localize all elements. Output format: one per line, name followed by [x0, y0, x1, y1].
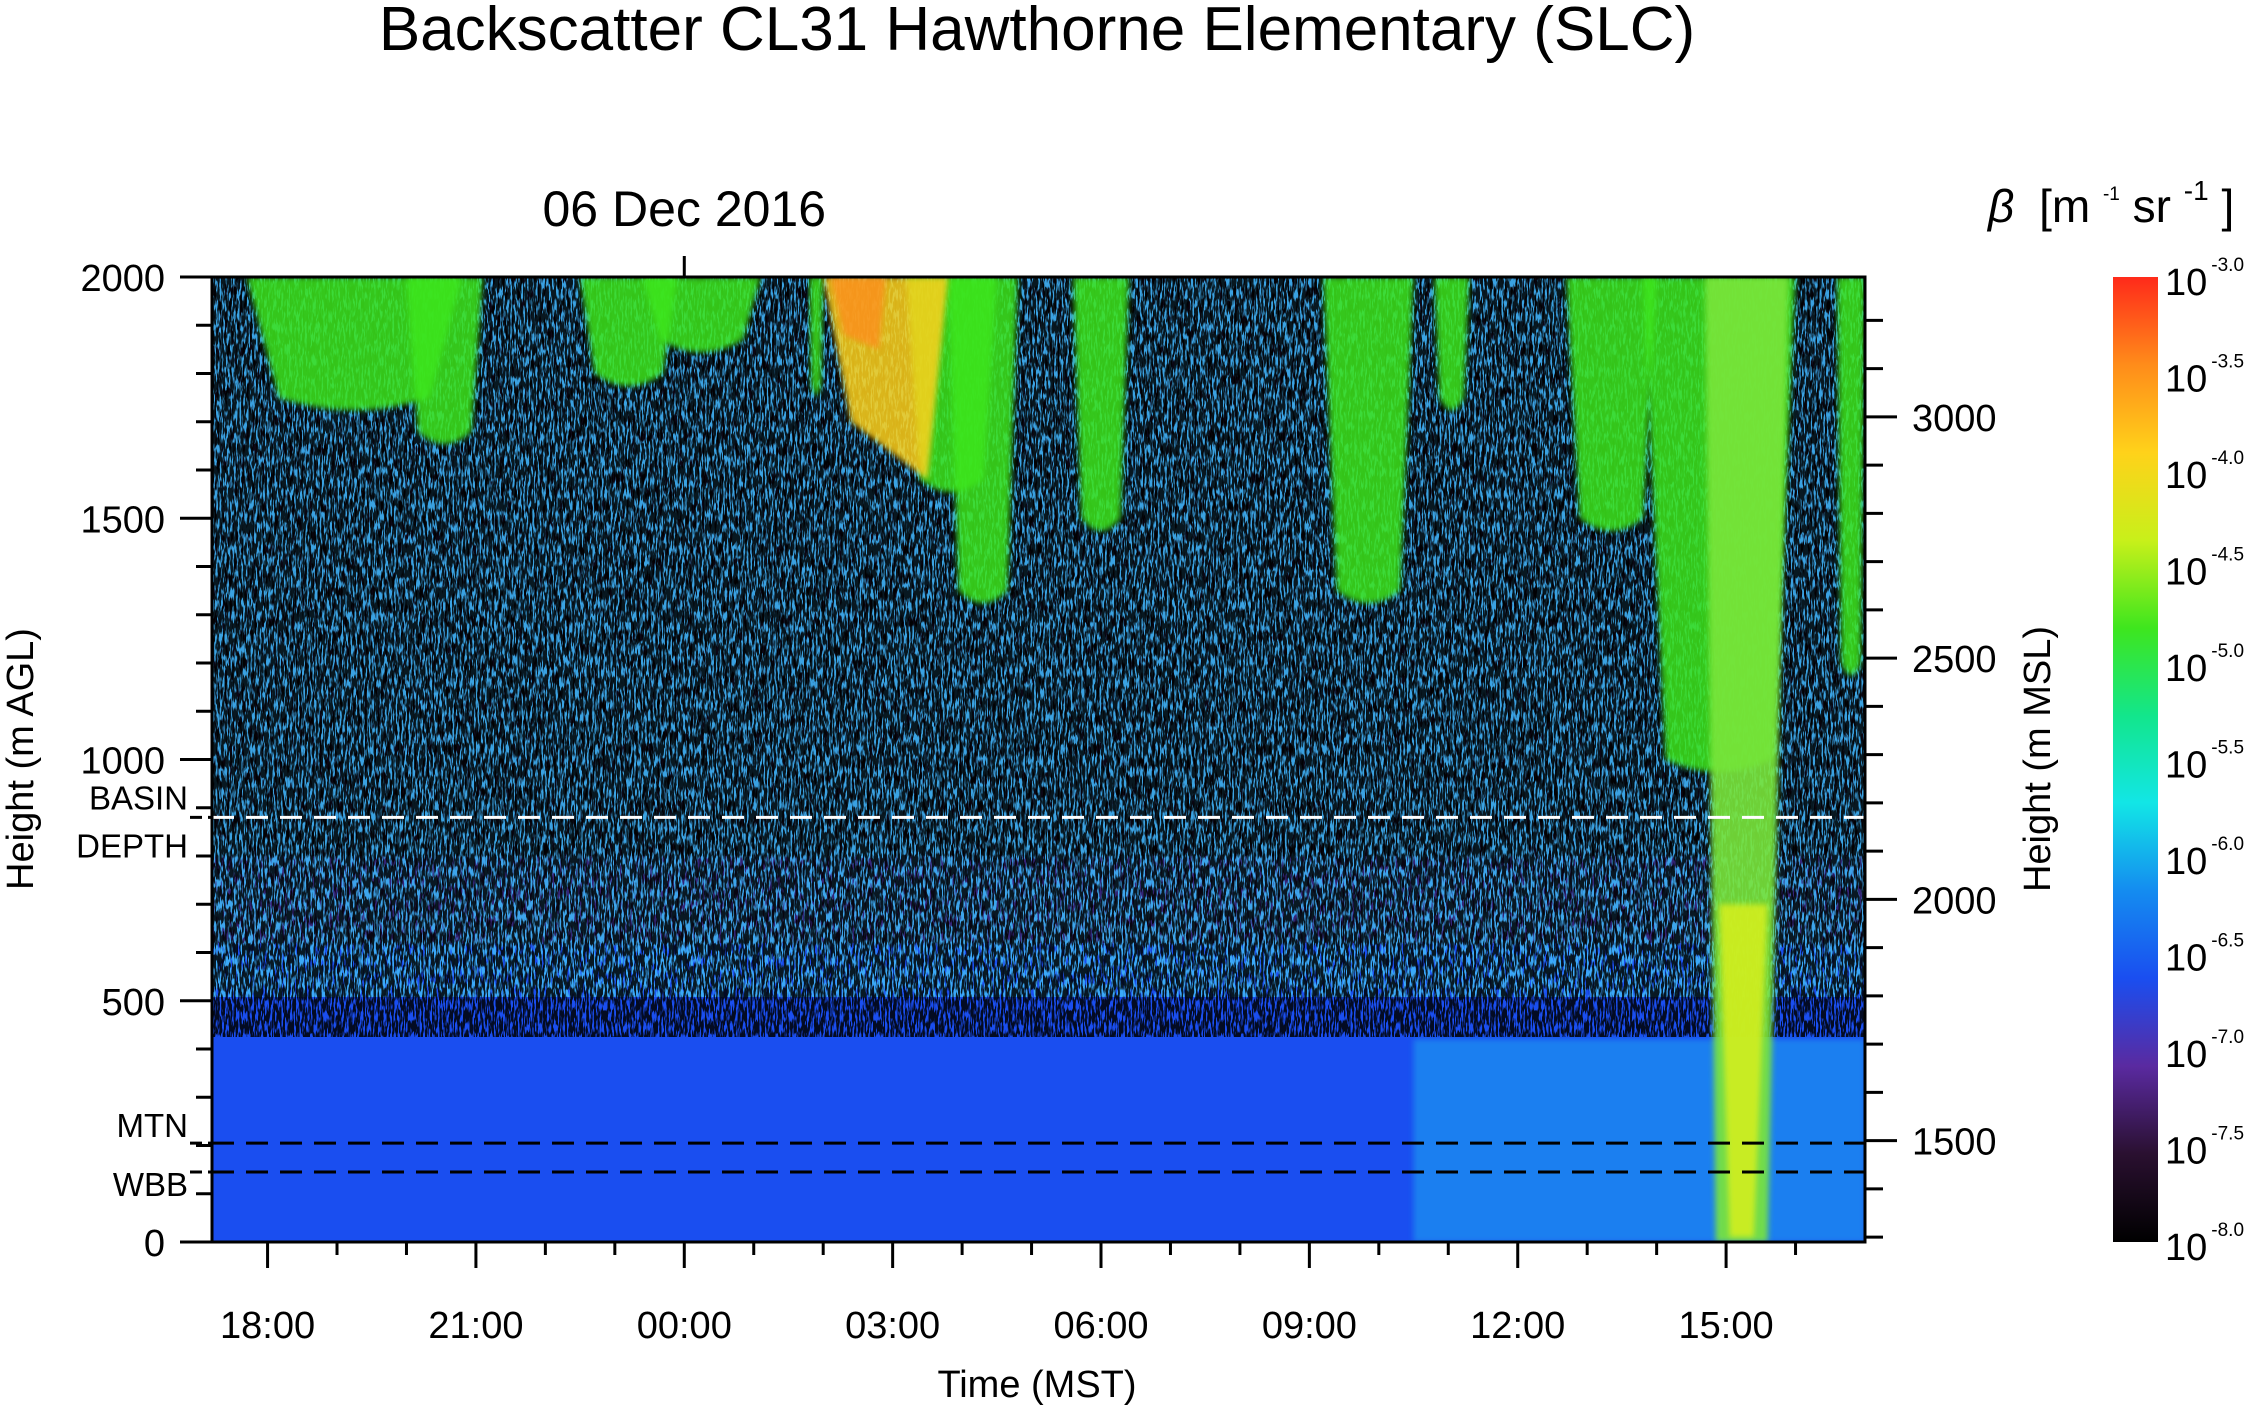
colorbar-base: 10	[2165, 938, 2207, 980]
y2-axis-title: Height (m MSL)	[2017, 626, 2059, 892]
colorbar: β [m -1 sr -1 ] 10 -3.010 -3.510 -4.010 -4.5…	[1986, 158, 2244, 1269]
cloud-plume	[1566, 277, 1657, 531]
chart-title: Backscatter CL31 Hawthorne Elementary (S…	[379, 0, 1695, 64]
reference-line-label: BASIN	[89, 779, 188, 816]
colorbar-exponent: -7.5	[2211, 1124, 2244, 1145]
colorbar-tick-label: 10 -5.0	[2165, 641, 2244, 690]
cloud-plume	[1073, 277, 1129, 531]
colorbar-title-exp2: -1	[2184, 175, 2209, 206]
reference-line-label: DEPTH	[76, 827, 188, 864]
colorbar-tick-label: 10 -6.5	[2165, 931, 2244, 980]
colorbar-title-sr: sr	[2133, 180, 2171, 232]
colorbar-base: 10	[2165, 841, 2207, 883]
colorbar-tick-label: 10 -5.5	[2165, 738, 2244, 787]
x-tick-label: 09:00	[1262, 1305, 1357, 1347]
cloud-plumes	[246, 277, 1865, 1242]
y-tick-label: 1000	[80, 741, 165, 783]
colorbar-base: 10	[2165, 455, 2207, 497]
cloud-plume	[948, 277, 1018, 604]
colorbar-tick-label: 10 -7.5	[2165, 1124, 2244, 1173]
x-tick-label: 18:00	[220, 1305, 315, 1347]
colorbar-tick-label: 10 -6.0	[2165, 834, 2244, 883]
colorbar-tick-label: 10 -8.0	[2165, 1220, 2244, 1269]
colorbar-exponent: -5.0	[2211, 641, 2244, 662]
colorbar-tick-label: 10 -4.0	[2165, 448, 2244, 497]
cloud-plume	[809, 277, 824, 396]
cloud-plume	[406, 277, 483, 444]
x-tick-label: 06:00	[1053, 1305, 1148, 1347]
colorbar-title-exp1: -1	[2103, 184, 2120, 205]
y-axis: 0 500 1000 1500 2000	[80, 258, 212, 1265]
colorbar-base: 10	[2165, 745, 2207, 787]
cloud-plume	[1837, 277, 1865, 676]
reference-line-label: WBB	[113, 1166, 188, 1203]
reference-lines	[212, 815, 1865, 1174]
y2-tick-label: 3000	[1912, 398, 1997, 440]
y-tick-label: 500	[102, 982, 165, 1024]
y-tick-label: 2000	[80, 258, 165, 300]
reference-line-label: MTN	[117, 1107, 188, 1144]
colorbar-tick-label: 10 -4.5	[2165, 545, 2244, 594]
colorbar-base: 10	[2165, 262, 2207, 304]
cloud-plume	[1323, 277, 1414, 604]
colorbar-exponent: -3.0	[2211, 255, 2244, 276]
colorbar-base: 10	[2165, 1227, 2207, 1269]
colorbar-tick-label: 10 -3.0	[2165, 255, 2244, 304]
colorbar-exponent: -6.0	[2211, 834, 2244, 855]
cloud-core-hot	[830, 277, 886, 350]
y2-tick-label: 2500	[1912, 639, 1997, 681]
y-tick-label: 1500	[80, 499, 165, 541]
colorbar-exponent: -5.5	[2211, 738, 2244, 759]
y2-tick-label: 2000	[1912, 880, 1997, 922]
colorbar-exponent: -6.5	[2211, 931, 2244, 952]
x-tick-label: 12:00	[1470, 1305, 1565, 1347]
colorbar-base: 10	[2165, 359, 2207, 401]
colorbar-base: 10	[2165, 648, 2207, 690]
colorbar-exponent: -7.0	[2211, 1027, 2244, 1048]
cloud-plume	[246, 277, 463, 411]
x-tick-label: 21:00	[428, 1305, 523, 1347]
colorbar-tick-label: 10 -7.0	[2165, 1027, 2244, 1076]
afternoon-mixing-band	[1413, 1039, 1865, 1242]
colorbar-base: 10	[2165, 552, 2207, 594]
colorbar-exponent: -4.5	[2211, 545, 2244, 566]
x-axis: 18:00 21:00 00:00 03:00 06:00 09:00 12:00 15:00	[220, 1242, 1798, 1347]
colorbar-exponent: -8.0	[2211, 1220, 2244, 1241]
colorbar-title-bracket: ]	[2221, 180, 2234, 232]
date-label: 06 Dec 2016	[543, 181, 827, 237]
x-tick-label: 00:00	[637, 1305, 732, 1347]
colorbar-base: 10	[2165, 1034, 2207, 1076]
colorbar-base: 10	[2165, 1131, 2207, 1173]
colorbar-exponent: -3.5	[2211, 352, 2244, 373]
x-axis-title: Time (MST)	[937, 1364, 1136, 1406]
cloud-plume	[642, 277, 761, 353]
colorbar-labels: 10 -3.010 -3.510 -4.010 -4.510 -5.010 -5.510 -6…	[2165, 255, 2244, 1269]
colorbar-tick-label: 10 -3.5	[2165, 352, 2244, 401]
cloud-plume	[1434, 277, 1470, 411]
colorbar-title: β [m -1 sr -1 ]	[1986, 158, 2234, 232]
colorbar-gradient	[2113, 277, 2158, 1242]
y-axis-title: Height (m AGL)	[0, 628, 42, 890]
colorbar-title-unit: [m	[2039, 180, 2090, 232]
colorbar-title-symbol: β	[1986, 180, 2014, 232]
y-tick-label: 0	[144, 1223, 165, 1265]
x-tick-label: 15:00	[1679, 1305, 1774, 1347]
x-tick-label: 03:00	[845, 1305, 940, 1347]
precip-core	[1719, 904, 1768, 1238]
colorbar-exponent: -4.0	[2211, 448, 2244, 469]
y2-axis: 1500 2000 2500 3000	[1865, 318, 1997, 1239]
reference-line-labels: BASIN DEPTH MTN WBB	[76, 779, 212, 1203]
heatmap-field	[212, 277, 1865, 1242]
y2-tick-label: 1500	[1912, 1122, 1997, 1164]
